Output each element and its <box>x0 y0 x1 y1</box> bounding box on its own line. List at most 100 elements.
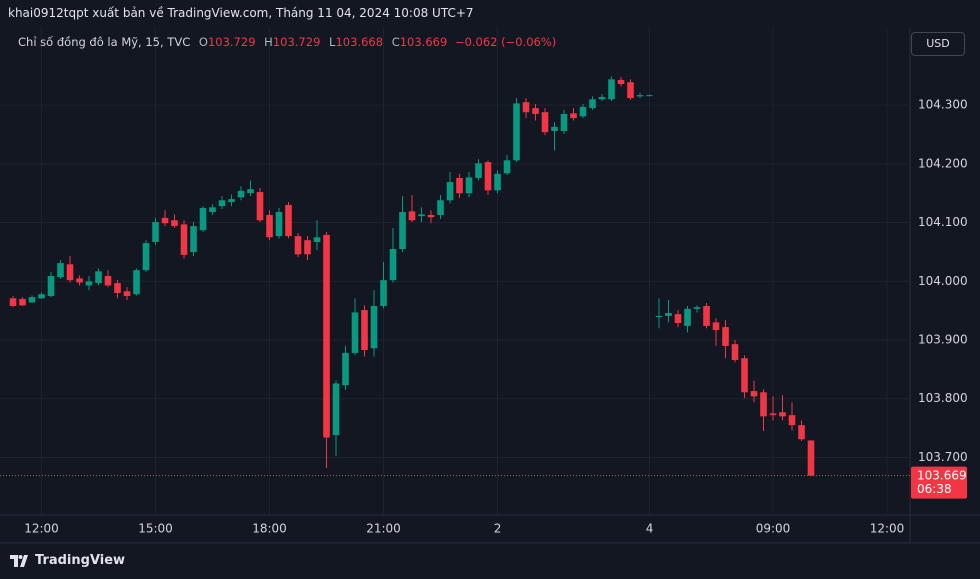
candle-body <box>712 322 720 331</box>
candle-body <box>579 106 587 117</box>
candle-body <box>427 214 435 218</box>
candle-body <box>665 313 672 316</box>
y-tick-label: 104.000 <box>918 274 968 288</box>
candle-body <box>323 234 330 438</box>
legend-close: 103.669 <box>399 35 448 49</box>
candle-body <box>703 305 710 326</box>
candle-body <box>541 112 549 133</box>
legend-key: L <box>329 35 336 49</box>
candle-body <box>285 204 292 237</box>
x-tick-label: 12:00 <box>24 522 59 536</box>
candle-body <box>456 177 463 194</box>
candle-body <box>655 315 663 318</box>
last-price-box <box>911 466 967 499</box>
candle-body <box>560 113 568 131</box>
candle-body <box>437 200 444 215</box>
y-tick-label: 104.300 <box>918 98 968 112</box>
candle-body <box>38 294 45 299</box>
candle-body <box>237 190 245 198</box>
countdown-label: 06:38 <box>917 482 952 496</box>
candle-body <box>95 271 102 284</box>
legend-key: O <box>198 35 208 49</box>
candle-body <box>190 226 197 252</box>
candle-body <box>304 240 311 255</box>
candle-body <box>28 297 36 303</box>
legend-open: 103.729 <box>207 35 256 49</box>
candle-body <box>608 79 615 100</box>
x-tick-label: 4 <box>646 522 654 536</box>
candle-body <box>199 207 207 231</box>
candle-body <box>19 298 26 306</box>
candle-body <box>332 383 340 436</box>
candle-body <box>798 425 805 440</box>
candle-body <box>114 283 121 294</box>
candle-body <box>503 160 511 174</box>
candle-body <box>722 327 729 346</box>
candle-body <box>209 207 216 213</box>
legend-change: −0.062 (−0.06%) <box>454 35 557 49</box>
candle-body <box>636 95 644 97</box>
candle-body <box>313 237 321 242</box>
candle-body <box>741 358 748 393</box>
y-tick-label: 104.100 <box>918 215 968 229</box>
candle-body <box>380 280 387 306</box>
candle-body <box>779 412 786 417</box>
brand-logo <box>10 554 28 567</box>
legend-key: H <box>264 35 273 49</box>
candle-body <box>522 102 530 113</box>
candle-body <box>484 162 492 191</box>
last-price-label: 103.669 <box>917 469 967 483</box>
candle-body <box>589 99 596 109</box>
y-tick-label: 103.800 <box>918 391 968 405</box>
candle-body <box>617 79 625 85</box>
candle-body <box>361 310 368 351</box>
candle-body <box>47 276 55 296</box>
y-tick-label: 103.700 <box>918 450 968 464</box>
publisher-header: khai0912tqpt xuất bản về TradingView.com… <box>8 6 474 20</box>
candle-body <box>142 243 150 271</box>
candle-body <box>731 344 739 360</box>
x-tick-label: 21:00 <box>366 522 401 536</box>
candle-body <box>760 392 767 417</box>
candle-body <box>9 298 17 306</box>
candle-body <box>275 212 283 237</box>
candle-body <box>256 192 264 221</box>
candle-body <box>807 440 815 476</box>
candle-body <box>494 173 501 191</box>
legend-key: C <box>391 35 400 49</box>
candle-body <box>570 113 577 119</box>
candle-body <box>399 212 406 250</box>
candle-body <box>389 249 397 281</box>
candle-body <box>123 291 131 296</box>
candle-body <box>646 95 653 97</box>
candle-body <box>57 263 64 278</box>
candle-body <box>513 103 520 161</box>
x-tick-label: 15:00 <box>138 522 173 536</box>
candle-body <box>104 276 112 286</box>
candle-body <box>408 211 416 221</box>
candle-body <box>152 222 159 242</box>
x-tick-label: 09:00 <box>756 522 791 536</box>
currency-button[interactable]: USD <box>911 32 965 56</box>
candle-body <box>161 217 169 224</box>
symbol-legend: Chỉ số đồng đô la Mỹ, 15, TVC O103.729 H… <box>18 35 556 49</box>
brand-name: TradingView <box>35 553 126 568</box>
candle-body <box>133 270 140 295</box>
legend-high: 103.729 <box>272 35 321 49</box>
candle-body <box>370 305 378 349</box>
candle-body <box>218 200 226 207</box>
candle-body <box>294 236 302 255</box>
candle-body <box>85 281 93 286</box>
candle-body <box>266 214 273 238</box>
candle-body <box>693 307 701 309</box>
candle-body <box>551 126 558 131</box>
candle-body <box>228 199 235 203</box>
y-tick-label: 103.900 <box>918 333 968 347</box>
candle-body <box>180 224 188 255</box>
symbol-title: Chỉ số đồng đô la Mỹ, 15, TVC <box>18 35 191 49</box>
x-tick-label: 12:00 <box>870 522 905 536</box>
candle-body <box>465 177 473 194</box>
candle-body <box>418 214 425 217</box>
candle-body <box>627 82 634 99</box>
